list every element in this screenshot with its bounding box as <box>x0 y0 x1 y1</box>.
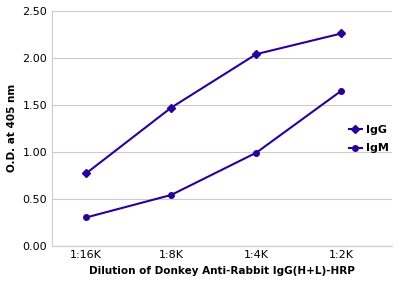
IgM <box>169 193 174 197</box>
Line: IgG: IgG <box>83 31 344 176</box>
IgG <box>254 52 259 56</box>
IgG <box>339 32 344 35</box>
IgM <box>339 89 344 93</box>
Y-axis label: O.D. at 405 nm: O.D. at 405 nm <box>7 84 17 172</box>
IgM <box>84 216 88 219</box>
IgM <box>254 151 259 155</box>
Legend: IgG, IgM: IgG, IgM <box>344 120 394 158</box>
Line: IgM: IgM <box>83 88 344 220</box>
IgG <box>84 172 88 175</box>
X-axis label: Dilution of Donkey Anti-Rabbit IgG(H+L)-HRP: Dilution of Donkey Anti-Rabbit IgG(H+L)-… <box>89 266 355 276</box>
IgG <box>169 106 174 109</box>
